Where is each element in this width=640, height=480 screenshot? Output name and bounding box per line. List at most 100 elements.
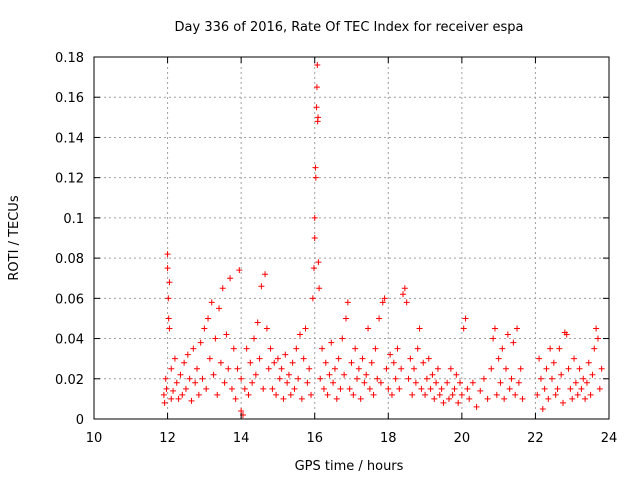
- data-point: [449, 391, 456, 398]
- data-point: [567, 385, 574, 392]
- data-point: [365, 325, 372, 332]
- data-point: [420, 359, 427, 366]
- data-point: [232, 395, 239, 402]
- data-point: [585, 359, 592, 366]
- data-point: [278, 365, 285, 372]
- data-point: [416, 325, 423, 332]
- data-point: [409, 391, 416, 398]
- data-point: [249, 379, 256, 386]
- data-point: [350, 391, 357, 398]
- data-point: [387, 351, 394, 358]
- data-point: [319, 345, 326, 352]
- data-point: [214, 391, 221, 398]
- data-point: [440, 399, 447, 406]
- data-point: [565, 365, 572, 372]
- data-point: [247, 359, 254, 366]
- data-point: [455, 399, 462, 406]
- y-tick-label: 0.02: [55, 373, 84, 388]
- data-point: [469, 379, 476, 386]
- data-point: [501, 395, 508, 402]
- data-point: [258, 283, 265, 290]
- y-tick-label: 0.1: [63, 212, 84, 227]
- data-point: [335, 355, 342, 362]
- data-point: [403, 299, 410, 306]
- data-point: [407, 355, 414, 362]
- plot-frame: [93, 56, 610, 420]
- x-tick-label: 14: [233, 431, 250, 446]
- data-point: [168, 365, 175, 372]
- data-point: [571, 355, 578, 362]
- data-point: [310, 265, 317, 272]
- data-point: [164, 251, 171, 258]
- data-point: [366, 385, 373, 392]
- data-point: [177, 371, 184, 378]
- data-point: [355, 365, 362, 372]
- data-point: [361, 379, 368, 386]
- data-point: [161, 399, 168, 406]
- data-point: [433, 379, 440, 386]
- data-point: [385, 385, 392, 392]
- x-tick-label: 16: [306, 431, 323, 446]
- data-point: [241, 385, 248, 392]
- data-point: [405, 375, 412, 382]
- data-point: [274, 355, 281, 362]
- data-point: [331, 365, 338, 372]
- data-point: [312, 164, 319, 171]
- data-point: [436, 391, 443, 398]
- data-point: [396, 385, 403, 392]
- data-point: [400, 291, 406, 298]
- data-point: [171, 355, 178, 362]
- data-point: [280, 395, 287, 402]
- data-point: [164, 265, 171, 272]
- data-point: [425, 355, 432, 362]
- data-point: [346, 385, 353, 392]
- data-point: [243, 345, 250, 352]
- data-point: [291, 385, 298, 392]
- data-point: [217, 359, 224, 366]
- data-point: [376, 315, 383, 322]
- data-point: [563, 331, 570, 338]
- data-point: [313, 104, 320, 111]
- data-point: [508, 375, 515, 382]
- x-tick-label: 18: [380, 431, 397, 446]
- data-point: [317, 375, 324, 382]
- data-point: [179, 391, 186, 398]
- data-point: [221, 379, 228, 386]
- data-point: [160, 391, 167, 398]
- data-point: [230, 345, 237, 352]
- data-point: [497, 379, 504, 386]
- data-point: [320, 385, 327, 392]
- data-point: [589, 371, 596, 378]
- data-point: [473, 403, 480, 410]
- data-point: [212, 335, 219, 342]
- data-point: [254, 319, 261, 326]
- data-point: [398, 365, 405, 372]
- data-point: [199, 375, 206, 382]
- data-point: [422, 391, 429, 398]
- data-point: [515, 379, 522, 386]
- data-point: [394, 345, 401, 352]
- data-point: [219, 285, 226, 292]
- data-point: [298, 395, 305, 402]
- y-tick-label: 0: [76, 413, 84, 428]
- data-point: [228, 385, 235, 392]
- data-point: [313, 84, 320, 91]
- y-tick-label: 0.04: [55, 333, 84, 348]
- data-point: [315, 259, 322, 266]
- data-point: [312, 174, 319, 181]
- data-point: [168, 395, 175, 402]
- data-point: [276, 375, 283, 382]
- data-point: [348, 359, 355, 366]
- data-point: [271, 359, 278, 366]
- data-point: [295, 375, 302, 382]
- data-point: [285, 371, 292, 378]
- data-point: [333, 395, 340, 402]
- y-tick-label: 0.18: [55, 51, 84, 66]
- data-point: [427, 385, 434, 392]
- data-point: [576, 365, 583, 372]
- data-point: [284, 379, 291, 386]
- data-point: [451, 385, 458, 392]
- data-point: [466, 395, 473, 402]
